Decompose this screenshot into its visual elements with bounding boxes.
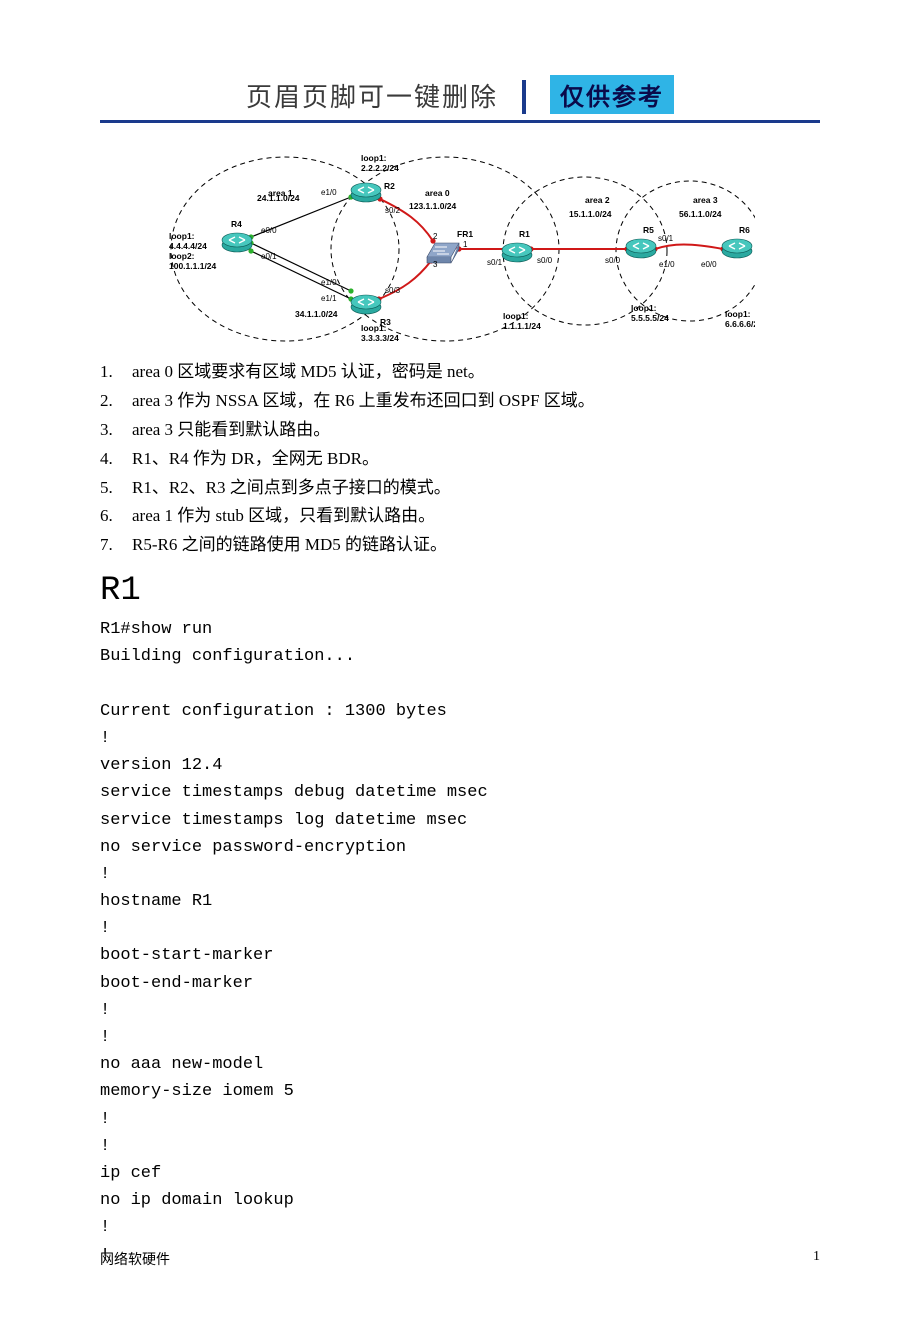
footer-right: 1 bbox=[813, 1249, 820, 1269]
header-badge: 仅供参考 bbox=[550, 75, 674, 114]
svg-text:s0/0: s0/0 bbox=[537, 256, 553, 265]
svg-text:loop1:: loop1: bbox=[169, 231, 195, 241]
svg-text:s0/0: s0/0 bbox=[605, 256, 621, 265]
network-diagram: area 1area 0area 2area 3R1R2R3R4R5R6FR1s… bbox=[165, 141, 755, 346]
svg-text:e0/0: e0/0 bbox=[261, 226, 277, 235]
section-title-r1: R1 bbox=[100, 572, 820, 610]
svg-text:100.1.1.1/24: 100.1.1.1/24 bbox=[169, 261, 217, 271]
svg-text:123.1.1.0/24: 123.1.1.0/24 bbox=[409, 201, 457, 211]
svg-text:e1/0: e1/0 bbox=[321, 278, 337, 287]
svg-text:R2: R2 bbox=[384, 181, 395, 191]
task-text: area 3 只能看到默认路由。 bbox=[132, 416, 330, 445]
svg-text:s0/3: s0/3 bbox=[385, 286, 401, 295]
task-number: 4. bbox=[100, 445, 132, 474]
task-text: area 1 作为 stub 区域，只看到默认路由。 bbox=[132, 502, 435, 531]
svg-text:4.4.4.4/24: 4.4.4.4/24 bbox=[169, 241, 207, 251]
svg-text:e1/0: e1/0 bbox=[659, 260, 675, 269]
task-line: 5.R1、R2、R3 之间点到多点子接口的模式。 bbox=[100, 474, 820, 503]
svg-text:24.1.1.0/24: 24.1.1.0/24 bbox=[257, 193, 300, 203]
header-divider bbox=[522, 80, 526, 114]
task-line: 2.area 3 作为 NSSA 区域，在 R6 上重发布还回口到 OSPF 区… bbox=[100, 387, 820, 416]
footer-left: 网络软硬件 bbox=[100, 1249, 170, 1269]
svg-text:6.6.6.6/24: 6.6.6.6/24 bbox=[725, 319, 755, 329]
task-number: 7. bbox=[100, 531, 132, 560]
task-text: R1、R4 作为 DR，全网无 BDR。 bbox=[132, 445, 379, 474]
task-number: 5. bbox=[100, 474, 132, 503]
task-line: 4.R1、R4 作为 DR，全网无 BDR。 bbox=[100, 445, 820, 474]
svg-text:R5: R5 bbox=[643, 225, 654, 235]
network-diagram-wrap: area 1area 0area 2area 3R1R2R3R4R5R6FR1s… bbox=[100, 141, 820, 346]
svg-text:area 2: area 2 bbox=[585, 195, 610, 205]
page-header: 页眉页脚可一键删除 仅供参考 bbox=[100, 75, 820, 114]
page: 页眉页脚可一键删除 仅供参考 area 1area 0area 2area 3R… bbox=[0, 0, 920, 1319]
svg-text:e1/1: e1/1 bbox=[321, 294, 337, 303]
svg-text:34.1.1.0/24: 34.1.1.0/24 bbox=[295, 309, 338, 319]
page-footer: 网络软硬件 1 bbox=[100, 1249, 820, 1269]
svg-text:s0/1: s0/1 bbox=[658, 234, 674, 243]
task-number: 6. bbox=[100, 502, 132, 531]
task-text: R1、R2、R3 之间点到多点子接口的模式。 bbox=[132, 474, 451, 503]
svg-text:loop1:: loop1: bbox=[361, 323, 387, 333]
svg-text:5.5.5.5/24: 5.5.5.5/24 bbox=[631, 313, 669, 323]
svg-text:area 3: area 3 bbox=[693, 195, 718, 205]
svg-text:e1/0: e1/0 bbox=[321, 188, 337, 197]
task-line: 6.area 1 作为 stub 区域，只看到默认路由。 bbox=[100, 502, 820, 531]
header-title: 页眉页脚可一键删除 bbox=[246, 77, 498, 114]
task-number: 2. bbox=[100, 387, 132, 416]
svg-text:FR1: FR1 bbox=[457, 229, 473, 239]
svg-text:loop1:: loop1: bbox=[361, 153, 387, 163]
svg-text:e0/0: e0/0 bbox=[701, 260, 717, 269]
task-line: 7.R5-R6 之间的链路使用 MD5 的链路认证。 bbox=[100, 531, 820, 560]
svg-text:R1: R1 bbox=[519, 229, 530, 239]
svg-text:2: 2 bbox=[433, 232, 438, 241]
task-line: 1.area 0 区域要求有区域 MD5 认证，密码是 net。 bbox=[100, 358, 820, 387]
svg-text:3: 3 bbox=[433, 260, 438, 269]
svg-text:3.3.3.3/24: 3.3.3.3/24 bbox=[361, 333, 399, 343]
task-text: area 3 作为 NSSA 区域，在 R6 上重发布还回口到 OSPF 区域。 bbox=[132, 387, 595, 416]
svg-text:1.1.1.1/24: 1.1.1.1/24 bbox=[503, 321, 541, 331]
task-line: 3.area 3 只能看到默认路由。 bbox=[100, 416, 820, 445]
svg-text:s0/2: s0/2 bbox=[385, 206, 401, 215]
task-text: area 0 区域要求有区域 MD5 认证，密码是 net。 bbox=[132, 358, 485, 387]
svg-text:1: 1 bbox=[463, 240, 468, 249]
svg-text:15.1.1.0/24: 15.1.1.0/24 bbox=[569, 209, 612, 219]
svg-text:area 0: area 0 bbox=[425, 188, 450, 198]
svg-text:loop1:: loop1: bbox=[503, 311, 529, 321]
svg-text:loop1:: loop1: bbox=[631, 303, 657, 313]
task-list: 1.area 0 区域要求有区域 MD5 认证，密码是 net。2.area 3… bbox=[100, 358, 820, 560]
header-rule bbox=[100, 120, 820, 123]
svg-text:R4: R4 bbox=[231, 219, 242, 229]
svg-text:56.1.1.0/24: 56.1.1.0/24 bbox=[679, 209, 722, 219]
svg-text:2.2.2.2/24: 2.2.2.2/24 bbox=[361, 163, 399, 173]
svg-text:s0/1: s0/1 bbox=[487, 258, 503, 267]
config-code-block: R1#show run Building configuration... Cu… bbox=[100, 616, 820, 1269]
task-text: R5-R6 之间的链路使用 MD5 的链路认证。 bbox=[132, 531, 447, 560]
task-number: 3. bbox=[100, 416, 132, 445]
task-number: 1. bbox=[100, 358, 132, 387]
svg-text:loop1:: loop1: bbox=[725, 309, 751, 319]
svg-text:R6: R6 bbox=[739, 225, 750, 235]
svg-text:e0/1: e0/1 bbox=[261, 252, 277, 261]
svg-text:loop2:: loop2: bbox=[169, 251, 195, 261]
